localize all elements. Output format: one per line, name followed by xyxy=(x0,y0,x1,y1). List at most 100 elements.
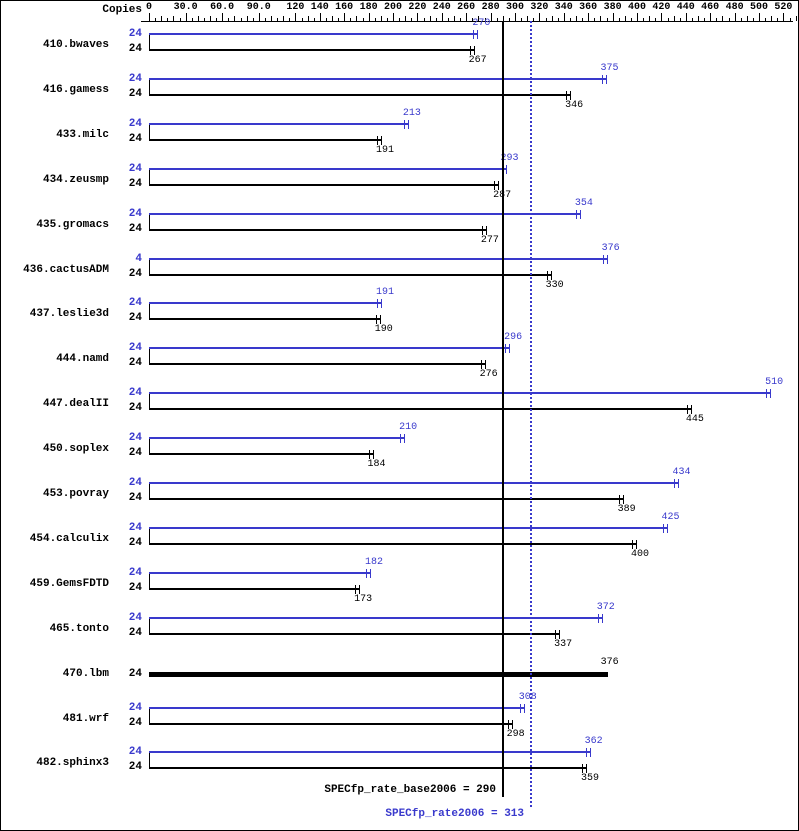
peak-bar-endcap xyxy=(589,748,591,758)
peak-value-label: 362 xyxy=(584,736,603,748)
axis-major-tick xyxy=(222,13,224,21)
axis-tick-label: 60.0 xyxy=(210,2,235,13)
axis-major-tick xyxy=(734,13,736,21)
axis-minor-tick xyxy=(234,16,236,21)
axis-major-tick xyxy=(490,13,492,21)
axis-tick-label: 500 xyxy=(749,2,769,13)
base-bar xyxy=(149,49,475,51)
peak-bar-endcap xyxy=(505,344,507,354)
benchmark-name: 459.GemsFDTD xyxy=(29,577,109,590)
bar-group-connector xyxy=(149,122,150,141)
axis-minor-tick xyxy=(716,18,718,21)
axis-major-tick xyxy=(295,13,297,21)
axis-minor-tick xyxy=(203,18,205,21)
bar-group-connector xyxy=(149,257,150,276)
copies-value-base: 24 xyxy=(128,716,142,729)
base-bar xyxy=(149,587,361,590)
peak-value-label: 510 xyxy=(765,377,784,389)
peak-bar-endcap xyxy=(605,74,607,84)
axis-minor-tick xyxy=(277,18,279,21)
base-bar-endcap xyxy=(485,225,487,235)
axis-tick-label: 240 xyxy=(432,2,451,13)
axis-minor-tick xyxy=(338,18,340,21)
base-bar-endcap xyxy=(494,180,496,190)
peak-bar-endcap xyxy=(407,119,409,129)
copies-value-base: 24 xyxy=(128,267,142,280)
base-bar-endcap xyxy=(566,90,568,100)
axis-line xyxy=(141,21,793,22)
copies-value-base: 24 xyxy=(128,761,142,774)
peak-bar xyxy=(149,706,525,709)
copies-value-peak: 24 xyxy=(128,432,142,445)
axis-minor-tick xyxy=(197,16,199,21)
benchmark-name: 433.milc xyxy=(56,128,109,141)
axis-tick-label: 440 xyxy=(676,2,695,13)
base-value-label: 346 xyxy=(565,99,584,111)
base-bar-endcap xyxy=(586,764,587,774)
bar-group-connector xyxy=(149,751,150,770)
base-value-label: 184 xyxy=(367,459,386,471)
base-bar xyxy=(149,453,374,456)
peak-bar-endcap xyxy=(404,434,406,444)
axis-minor-tick xyxy=(569,18,571,21)
base-value-label: 337 xyxy=(554,638,573,650)
axis-minor-tick xyxy=(155,18,157,21)
benchmark-name: 453.povray xyxy=(42,488,109,500)
bar-group-connector xyxy=(149,571,150,590)
base-bar xyxy=(149,767,587,770)
axis-minor-tick xyxy=(179,18,181,21)
axis-major-tick xyxy=(783,13,785,21)
peak-bar-endcap xyxy=(770,389,772,399)
benchmark-name: 465.tonto xyxy=(49,622,109,635)
axis-minor-tick xyxy=(740,18,742,21)
axis-tick-label: 90.0 xyxy=(246,2,271,13)
benchmark-name: 436.cactusADM xyxy=(23,263,109,276)
base-value-label: 389 xyxy=(617,504,636,515)
axis-minor-tick xyxy=(502,16,504,21)
peak-bar-endcap xyxy=(519,703,521,713)
benchmark-name: 435.gromacs xyxy=(36,218,109,231)
peak-bar xyxy=(149,526,668,529)
axis-minor-tick xyxy=(411,18,413,21)
axis-minor-tick xyxy=(435,18,437,21)
peak-bar xyxy=(149,571,371,574)
base-bar xyxy=(149,93,572,96)
peak-bar-endcap xyxy=(585,748,587,758)
copies-value-base: 24 xyxy=(128,132,142,145)
base-bar xyxy=(149,542,637,545)
axis-major-tick xyxy=(588,13,590,21)
base-value-label: 400 xyxy=(630,548,650,560)
base-bar-endcap xyxy=(480,360,482,370)
base-bar-endcap xyxy=(368,450,370,460)
axis-minor-tick xyxy=(698,16,699,21)
peak-bar xyxy=(149,212,581,215)
peak-bar xyxy=(149,302,382,305)
base-value-label: 330 xyxy=(545,279,564,291)
axis-minor-tick xyxy=(765,18,767,21)
peak-value-label: 296 xyxy=(504,332,523,344)
axis-tick-label: 220 xyxy=(408,2,427,13)
peak-bar-endcap xyxy=(523,703,525,713)
axis-major-tick xyxy=(441,13,443,21)
peak-bar xyxy=(149,616,603,619)
axis-major-tick xyxy=(466,13,468,21)
base-bar xyxy=(149,138,382,141)
axis-minor-tick xyxy=(551,16,553,21)
base-value-label: 173 xyxy=(354,593,373,605)
peak-value-label: 293 xyxy=(500,152,519,164)
peak-value-label: 375 xyxy=(600,62,619,74)
base-bar-endcap xyxy=(481,225,483,235)
peak-value-label: 308 xyxy=(518,691,537,703)
peak-bar-endcap xyxy=(400,434,402,444)
axis-minor-tick xyxy=(460,18,462,21)
axis-major-tick xyxy=(637,13,638,21)
base-bar xyxy=(149,722,513,725)
axis-minor-tick xyxy=(771,16,773,21)
axis-minor-tick xyxy=(679,18,681,21)
axis-tick-label: 400 xyxy=(627,2,647,13)
benchmark-name: 410.bwaves xyxy=(42,39,109,51)
axis-major-tick xyxy=(149,13,150,21)
copies-value-base: 24 xyxy=(128,536,142,549)
axis-tick-label: 180 xyxy=(359,2,378,13)
